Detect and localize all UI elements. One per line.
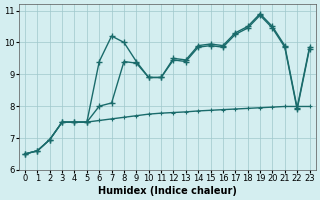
X-axis label: Humidex (Indice chaleur): Humidex (Indice chaleur): [98, 186, 237, 196]
